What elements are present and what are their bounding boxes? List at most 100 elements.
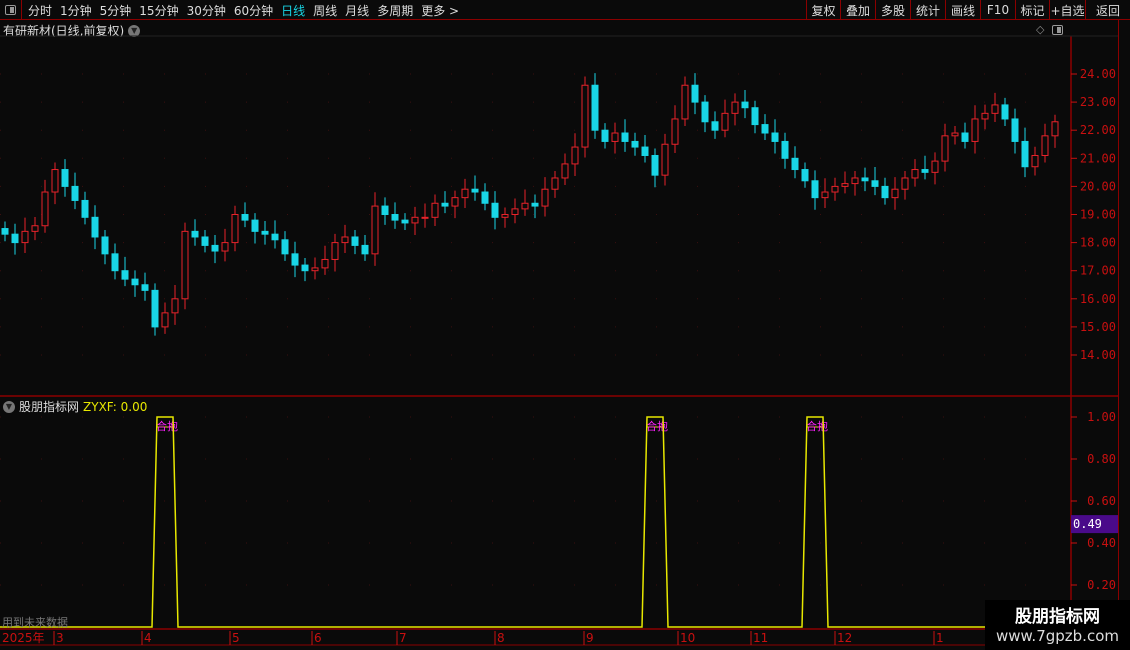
candle-body (161, 312, 169, 328)
candle-body (491, 202, 499, 218)
candle (401, 213, 409, 230)
tab-period[interactable]: 1分钟 (60, 4, 92, 18)
candle (691, 73, 699, 115)
candle-body (371, 205, 379, 255)
candle (61, 159, 69, 197)
candle (251, 213, 259, 244)
candle (851, 170, 859, 196)
candle-body (661, 143, 669, 176)
candle-body (121, 270, 129, 280)
right-info-strip[interactable] (1118, 20, 1130, 630)
month-label: 5 (232, 631, 240, 645)
candle (1011, 108, 1019, 154)
candle-body (781, 140, 789, 159)
candle-body (321, 258, 329, 269)
toolbar-button[interactable]: F10 (980, 0, 1015, 20)
candle-body (51, 169, 59, 193)
tab-period[interactable]: 月线 (345, 4, 370, 18)
candle-body (711, 121, 719, 131)
candle (671, 105, 679, 153)
candle (381, 197, 389, 225)
candle (841, 171, 849, 194)
tab-period[interactable]: 分时 (28, 4, 53, 18)
toolbar-button[interactable]: 返回 (1085, 0, 1130, 20)
watermark-name: 股朋指标网 (1015, 607, 1100, 627)
candle (321, 245, 329, 275)
candle (301, 258, 309, 282)
candle (781, 132, 789, 169)
watermark: 股朋指标网 www.7gpzb.com (985, 600, 1130, 650)
candle-body (901, 177, 909, 190)
candle (611, 122, 619, 154)
candle (11, 223, 19, 255)
month-label: 3 (56, 631, 64, 645)
tab-period[interactable]: 多周期 (377, 4, 414, 18)
signal-label: 合抱 (646, 419, 668, 433)
candle-body (511, 208, 519, 216)
toolbar-button[interactable]: +自选 (1049, 0, 1085, 20)
toolbar-button[interactable]: 复权 (806, 0, 840, 20)
candle (201, 229, 209, 253)
candle-body (981, 112, 989, 120)
candle (731, 93, 739, 126)
tab-period[interactable]: 60分钟 (233, 4, 274, 18)
candle (191, 219, 199, 246)
candle-body (171, 298, 179, 314)
candle-body (1, 228, 9, 235)
diamond-icon[interactable]: ◇ (1036, 23, 1045, 36)
candle-body (31, 225, 39, 232)
candle-body (191, 230, 199, 238)
panel-icon[interactable] (1052, 24, 1064, 35)
candle (941, 123, 949, 172)
candle-body (361, 244, 369, 255)
candle-body (651, 154, 659, 176)
toolbar-button[interactable]: 叠加 (840, 0, 875, 20)
panel-toggle-button[interactable] (0, 0, 22, 20)
candle (181, 222, 189, 310)
candle-body (431, 202, 439, 218)
toolbar-button[interactable]: 统计 (910, 0, 945, 20)
candle-body (861, 177, 869, 182)
tab-period[interactable]: 周线 (313, 4, 338, 18)
candle (701, 95, 709, 133)
toolbar-button[interactable]: 多股 (875, 0, 910, 20)
candle-body (621, 132, 629, 142)
tab-period[interactable]: 30分钟 (186, 4, 226, 18)
candle-body (571, 146, 579, 165)
tab-period[interactable]: 5分钟 (99, 4, 132, 18)
candle-body (641, 146, 649, 156)
tab-period[interactable]: 更多 > (421, 4, 460, 18)
candle-body (921, 169, 929, 173)
candle-body (611, 132, 619, 142)
chevron-down-icon[interactable]: ▼ (128, 24, 141, 37)
candle (481, 183, 489, 211)
price-label: 15.00 (1080, 320, 1116, 334)
candle-body (481, 191, 489, 204)
chevron-down-icon[interactable]: ▼ (3, 400, 15, 413)
tab-period[interactable]: 日线 (281, 4, 306, 18)
candle-body (141, 284, 149, 291)
candle (901, 170, 909, 200)
candle-body (791, 157, 799, 171)
candle (241, 202, 249, 228)
candle-body (1021, 140, 1029, 168)
candle (421, 203, 429, 228)
signal-label: 合抱 (156, 419, 178, 433)
candle (891, 177, 899, 210)
candle-body (281, 239, 289, 255)
candle (431, 194, 439, 227)
candle-body (91, 216, 99, 238)
candle-body (591, 84, 599, 131)
toolbar-button[interactable]: 画线 (945, 0, 980, 20)
candle-body (811, 180, 819, 199)
candle-body (241, 214, 249, 221)
candle-body (501, 214, 509, 218)
toolbar-button[interactable]: 标记 (1015, 0, 1049, 20)
candle (511, 198, 519, 224)
candle (811, 170, 819, 210)
tab-period[interactable]: 15分钟 (139, 4, 179, 18)
panel-icon (5, 5, 16, 15)
period-tabs: 分时 1分钟 5分钟 15分钟 30分钟 60分钟 日线 周线 月线 多周期 更多 > (28, 2, 467, 19)
candle (571, 133, 579, 177)
